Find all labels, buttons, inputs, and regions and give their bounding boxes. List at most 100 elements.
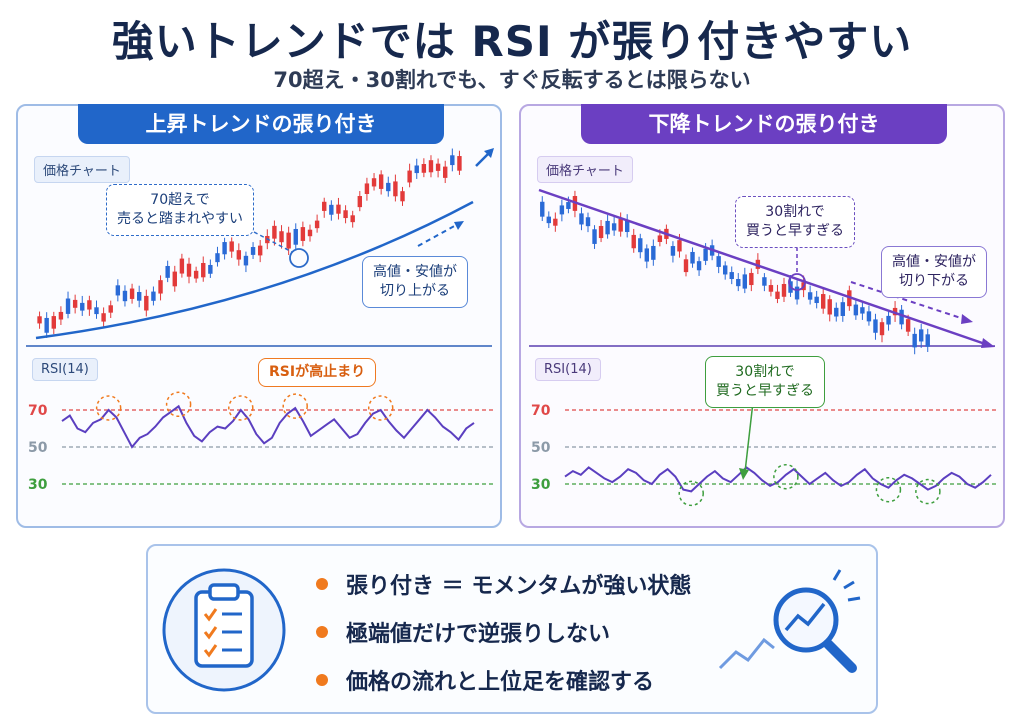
candle-body [229, 241, 234, 252]
candle-body [307, 229, 313, 237]
candle-body [272, 225, 277, 239]
candle-body [435, 163, 441, 171]
rsi-extreme-circle [282, 393, 308, 419]
summary-point-1: 張り付き ＝ モメンタムが強い状態 [316, 560, 691, 608]
candle-body [201, 263, 206, 278]
candle-body [44, 317, 49, 333]
rsi-line [61, 404, 475, 449]
rsi-level-70-label: 70 [28, 403, 48, 419]
bullet-dot-icon [316, 578, 328, 590]
candle-body [279, 231, 284, 243]
candle-body [136, 291, 142, 301]
arrow-head-icon [981, 338, 995, 348]
downtrend-rsi-note: 30割れで 買うと早すぎる [705, 356, 825, 408]
candle-body [807, 292, 813, 300]
rsi-extreme-circle [95, 395, 122, 421]
candle-body [193, 270, 199, 279]
candle-body [421, 164, 427, 173]
callout-connector [253, 231, 293, 253]
candle-body [899, 309, 904, 325]
uptrend-sell-note: 70超えで 売ると踏まれやすい [106, 184, 254, 236]
candle-body [108, 305, 113, 313]
candle-body [762, 277, 767, 286]
candle-body [165, 265, 170, 278]
page-title: 強いトレンドでは RSI が張り付きやすい [111, 17, 913, 66]
candle-body [172, 271, 177, 287]
candle-body [860, 307, 865, 314]
callout-connector [744, 401, 754, 473]
candle-body [644, 248, 649, 262]
candle-body [386, 182, 391, 192]
candle-body [925, 334, 930, 347]
uptrend-line [35, 200, 474, 340]
rsi-level-50-label: 50 [531, 440, 551, 456]
downtrend-trend-note: 高値・安値が 切り下がる [881, 246, 987, 298]
candle-body [428, 160, 434, 173]
uptrend-banner: 上昇トレンドの張り付き [78, 104, 444, 144]
candle-body [87, 300, 92, 310]
candle-body [336, 204, 341, 214]
candle-body [115, 285, 121, 296]
candle-body [794, 286, 800, 300]
candle-body [457, 156, 462, 171]
page-subtitle: 70超え・30割れでも、すぐ反転するとは限らない [273, 68, 751, 92]
candle-body [749, 272, 754, 286]
arrow-head-icon [961, 314, 973, 324]
candle-body [300, 227, 306, 241]
candle-body [357, 196, 363, 208]
candle-body [677, 240, 682, 252]
arrow-head-icon [454, 221, 464, 230]
candle-body [696, 261, 702, 271]
candle-body [144, 295, 149, 311]
candle-body [350, 215, 355, 223]
uptrend-price-label: 価格チャート [34, 156, 130, 183]
candle-body [94, 307, 99, 315]
candle-body [879, 322, 885, 336]
bullet-dot-icon [316, 626, 328, 638]
candle-body [886, 315, 891, 325]
highlight-circle [788, 273, 806, 291]
candle-body [101, 313, 106, 322]
candle-body [905, 319, 911, 332]
candle-body [723, 265, 728, 275]
candle-body [322, 201, 327, 211]
candle-body [378, 174, 384, 189]
candle-body [781, 283, 787, 297]
candle-body [546, 216, 551, 224]
rsi-extreme-circle [678, 480, 704, 507]
rsi-level-30-label: 30 [531, 477, 551, 493]
candle-body [912, 333, 917, 348]
uptrend-trend-note: 高値・安値が 切り上がる [362, 256, 468, 308]
downtrend-banner: 下降トレンドの張り付き [581, 104, 947, 144]
candle-body [72, 299, 78, 308]
candle-body [729, 272, 734, 280]
candle-body [670, 246, 676, 256]
candle-body [853, 304, 859, 316]
downtrend-panel: 下降トレンドの張り付き 70 50 30 価格チャート 30割れで 買うと早すぎる … [519, 104, 1005, 528]
candle-body [566, 202, 571, 209]
candle-body [450, 155, 455, 166]
uptrend-rsi-note: RSIが高止まり [258, 358, 377, 387]
candle-body [222, 242, 227, 255]
downtrend-price-label: 価格チャート [537, 156, 633, 183]
dashed-trend-arrow-icon [417, 223, 459, 247]
uptrend-rsi-label: RSI(14) [32, 358, 98, 381]
candle-body [611, 223, 617, 231]
candle-body [122, 290, 128, 302]
candle-body [540, 201, 545, 217]
bullet-dot-icon [316, 674, 328, 686]
candle-body [65, 298, 71, 314]
candle-body [598, 225, 604, 239]
candle-body [605, 220, 610, 235]
arrow-head-icon [484, 148, 494, 158]
candle-body [585, 217, 591, 227]
rsi-extreme-circle [367, 395, 394, 421]
candle-body [631, 234, 636, 249]
rsi-extreme-circle [875, 476, 902, 503]
candle-body [58, 311, 64, 320]
candle-body [703, 248, 708, 261]
candle-body [736, 278, 741, 287]
candle-body [414, 165, 419, 174]
candle-body [51, 316, 56, 329]
rsi-extreme-circle [915, 478, 941, 505]
